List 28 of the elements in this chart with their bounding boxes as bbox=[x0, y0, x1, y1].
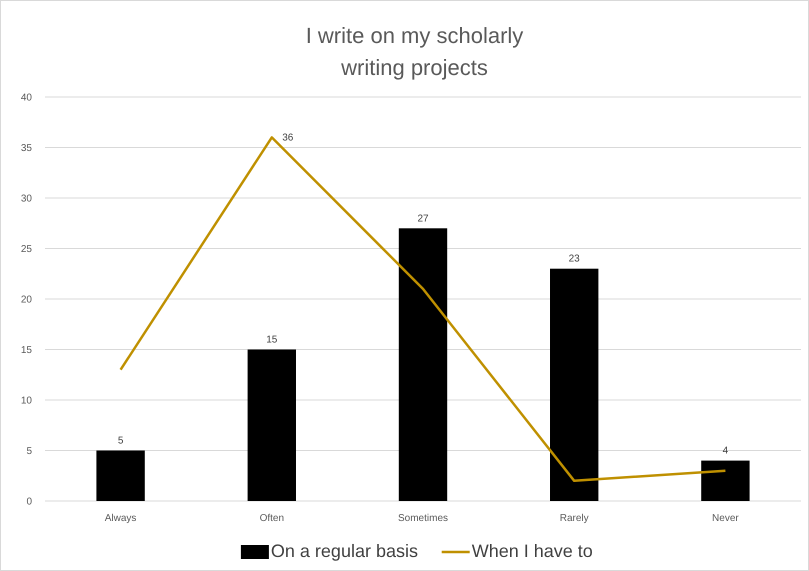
legend-label: When I have to bbox=[472, 541, 593, 561]
bar bbox=[398, 228, 448, 501]
y-tick-label: 5 bbox=[26, 446, 32, 457]
data-label: 5 bbox=[118, 436, 124, 446]
y-tick-label: 25 bbox=[20, 244, 32, 255]
y-tick-label: 30 bbox=[20, 194, 32, 204]
bar bbox=[701, 460, 750, 501]
data-label: 15 bbox=[266, 334, 278, 346]
y-tick-label: 10 bbox=[20, 396, 32, 406]
y-tick-label: 0 bbox=[26, 496, 32, 508]
x-tick-label: Always bbox=[104, 513, 136, 524]
data-label: 4 bbox=[722, 446, 729, 457]
y-tick-label: 35 bbox=[20, 143, 32, 154]
x-tick-label: Never bbox=[712, 513, 740, 524]
bar bbox=[96, 450, 145, 501]
bar bbox=[248, 350, 296, 501]
x-tick-label: Rarely bbox=[560, 513, 589, 524]
x-tick-label: Sometimes bbox=[398, 513, 448, 524]
x-tick-label: Often bbox=[260, 513, 284, 524]
y-tick-label: 40 bbox=[20, 92, 32, 104]
data-label: 23 bbox=[568, 254, 580, 265]
y-tick-label: 20 bbox=[20, 294, 32, 306]
legend-label: On a regular basis bbox=[270, 541, 418, 561]
data-label: 36 bbox=[282, 132, 294, 144]
data-label: 27 bbox=[417, 213, 429, 224]
bar bbox=[550, 268, 598, 501]
y-tick-label: 15 bbox=[20, 345, 32, 356]
chart-title: I write on my scholarly writing projects bbox=[306, 23, 524, 80]
